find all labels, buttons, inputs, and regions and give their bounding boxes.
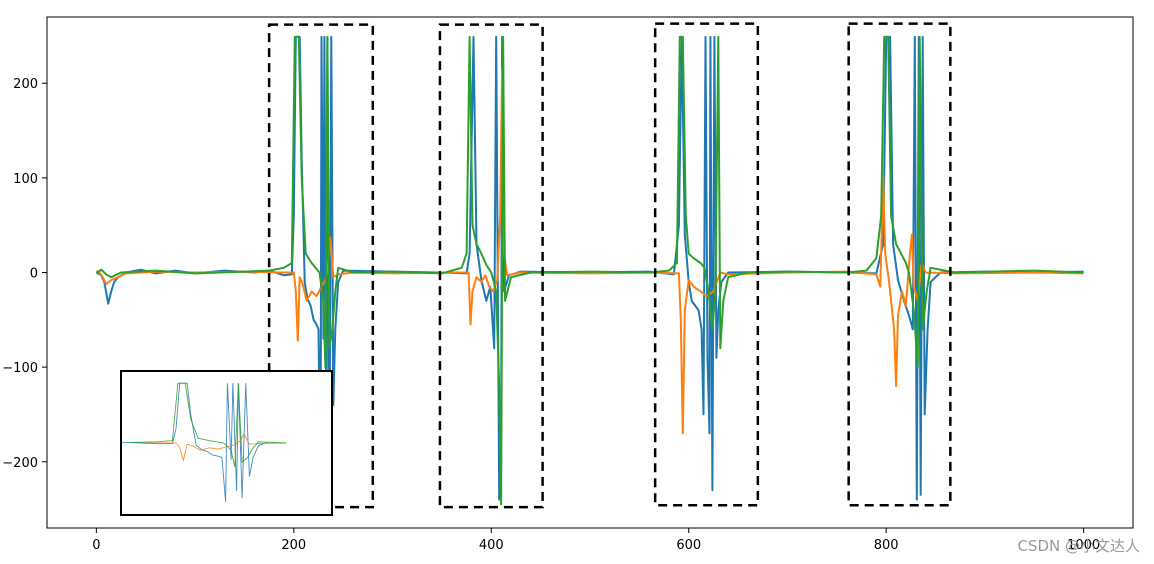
x-tick-label: 200 — [281, 538, 306, 553]
watermark: CSDN @小文达人 — [1017, 537, 1140, 555]
x-tick-label: 600 — [676, 538, 701, 553]
y-tick-label: −200 — [2, 456, 38, 471]
y-tick-label: −100 — [2, 361, 38, 376]
series-layer — [95, 35, 1084, 506]
y-tick-label: 200 — [13, 77, 38, 92]
x-tick-label: 800 — [874, 538, 899, 553]
series-line-3 — [95, 35, 1084, 506]
highlight-box-layer — [267, 22, 952, 509]
x-tick-label: 1000 — [1067, 538, 1100, 553]
inset-frame — [120, 370, 333, 516]
y-tick-label: 100 — [13, 172, 38, 187]
x-axis: 0 200 400 600 800 1000 — [92, 528, 1100, 553]
inset-series-line-2 — [148, 433, 287, 463]
y-tick-label: 0 — [30, 267, 38, 282]
highlight-box-4 — [847, 22, 952, 507]
highlight-box-3 — [653, 22, 760, 507]
inset-series-line-3 — [130, 382, 287, 468]
highlight-box-2 — [438, 23, 544, 509]
x-tick-label: 0 — [92, 538, 100, 553]
inset-zoom — [120, 370, 333, 516]
x-tick-label: 400 — [479, 538, 504, 553]
inset-series-line-1 — [121, 382, 268, 502]
y-axis: −200 −100 0 100 200 — [2, 77, 47, 471]
